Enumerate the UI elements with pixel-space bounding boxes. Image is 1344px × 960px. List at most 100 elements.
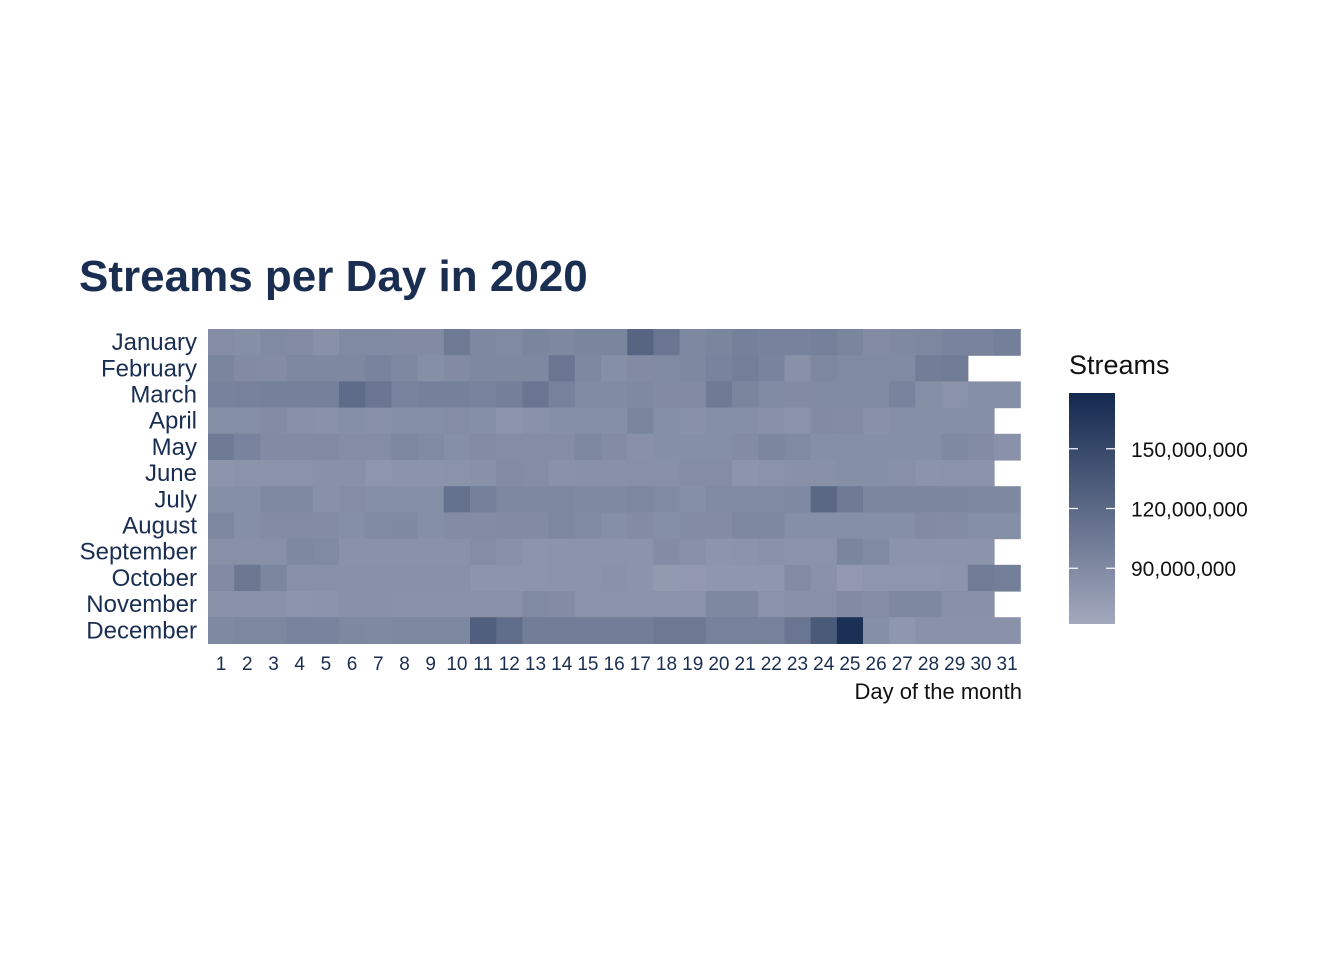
heatmap-cell [522, 329, 550, 356]
heatmap-cell [705, 538, 733, 566]
heatmap-cell [810, 512, 838, 540]
day-tick-label: 25 [839, 654, 860, 675]
heatmap-cell [574, 381, 602, 409]
heatmap-cell [286, 591, 314, 618]
heatmap-cell [601, 591, 628, 618]
heatmap-cell [784, 617, 812, 644]
heatmap-cell [653, 512, 681, 540]
heatmap-cell [286, 460, 314, 487]
heatmap-cell [758, 564, 785, 592]
heatmap-cell [941, 538, 969, 566]
heatmap-cell [574, 329, 602, 356]
heatmap-cell [234, 407, 261, 435]
heatmap-cell [522, 355, 550, 382]
heatmap-cell [705, 407, 733, 435]
heatmap-cell [574, 355, 602, 382]
day-tick-label: 26 [866, 654, 887, 675]
heatmap-cell [365, 564, 392, 592]
heatmap-cell [705, 564, 733, 592]
day-tick-label: 12 [499, 654, 520, 675]
heatmap-cell [208, 564, 235, 592]
heatmap-cell [889, 564, 916, 592]
heatmap-cell [994, 512, 1021, 540]
heatmap-cell [758, 512, 785, 540]
heatmap-cell [470, 433, 497, 461]
heatmap-cell [470, 591, 497, 618]
heatmap-cell [679, 329, 707, 356]
day-tick-label: 6 [347, 654, 358, 675]
heatmap-cell [758, 407, 785, 435]
heatmap-cell [758, 355, 785, 382]
heatmap-cell [496, 591, 523, 618]
month-label: July [154, 486, 197, 513]
heatmap-cell [548, 381, 576, 409]
heatmap-cell [548, 538, 576, 566]
heatmap-cell [705, 460, 733, 487]
heatmap-cell [941, 355, 969, 382]
month-label: October [112, 565, 197, 592]
heatmap-cell [784, 355, 812, 382]
heatmap-cell [417, 329, 445, 356]
heatmap-cell [994, 381, 1021, 409]
heatmap-cell [941, 381, 969, 409]
heatmap-cell [679, 355, 707, 382]
heatmap-cell [732, 407, 759, 435]
day-tick-label: 28 [918, 654, 939, 675]
heatmap-cell [941, 329, 969, 356]
heatmap-cell [522, 564, 550, 592]
heatmap-cell [286, 407, 314, 435]
heatmap-cell [365, 381, 392, 409]
heatmap-cell [234, 381, 261, 409]
heatmap-cell [470, 355, 497, 382]
heatmap-cell [810, 486, 838, 513]
heatmap-cell [522, 617, 550, 644]
heatmap-cell [784, 407, 812, 435]
heatmap-cell [732, 564, 759, 592]
heatmap-cell [732, 486, 759, 513]
heatmap-cell [391, 564, 419, 592]
heatmap-cell [208, 617, 235, 644]
heatmap-cell [312, 329, 340, 356]
heatmap-cell [784, 512, 812, 540]
heatmap-cell [470, 460, 497, 487]
heatmap-cell [286, 329, 314, 356]
heatmap-cell [260, 433, 288, 461]
heatmap-cell [286, 486, 314, 513]
heatmap-cell [810, 433, 838, 461]
chart-title: Streams per Day in 2020 [79, 252, 588, 301]
heatmap-cell [967, 460, 995, 487]
heatmap-cell [732, 617, 759, 644]
day-tick-label: 3 [268, 654, 279, 675]
heatmap-cell [836, 512, 864, 540]
heatmap-cell [836, 486, 864, 513]
heatmap-cell [941, 486, 969, 513]
heatmap-cell [889, 591, 916, 618]
heatmap-cell [784, 381, 812, 409]
heatmap-cell [653, 355, 681, 382]
day-tick-label: 5 [321, 654, 332, 675]
heatmap-cell [312, 355, 340, 382]
heatmap-cell [679, 460, 707, 487]
day-tick-label: 15 [577, 654, 598, 675]
heatmap-cell [391, 538, 419, 566]
heatmap-cell [889, 512, 916, 540]
heatmap-cell [365, 460, 392, 487]
month-label: September [80, 539, 197, 566]
heatmap-cell [260, 407, 288, 435]
heatmap-cell [705, 329, 733, 356]
heatmap-cell [653, 486, 681, 513]
heatmap-cell [705, 433, 733, 461]
heatmap-cell [941, 407, 969, 435]
heatmap-cell [863, 564, 890, 592]
heatmap-cell [312, 460, 340, 487]
heatmap-cell [994, 564, 1021, 592]
heatmap-cell [810, 591, 838, 618]
month-label: April [149, 408, 197, 435]
heatmap-cell [260, 512, 288, 540]
heatmap-cell [234, 538, 261, 566]
heatmap-cell [863, 617, 890, 644]
day-tick-label: 7 [373, 654, 384, 675]
heatmap-cell [784, 329, 812, 356]
day-tick-label: 24 [813, 654, 835, 675]
heatmap-cell [679, 564, 707, 592]
